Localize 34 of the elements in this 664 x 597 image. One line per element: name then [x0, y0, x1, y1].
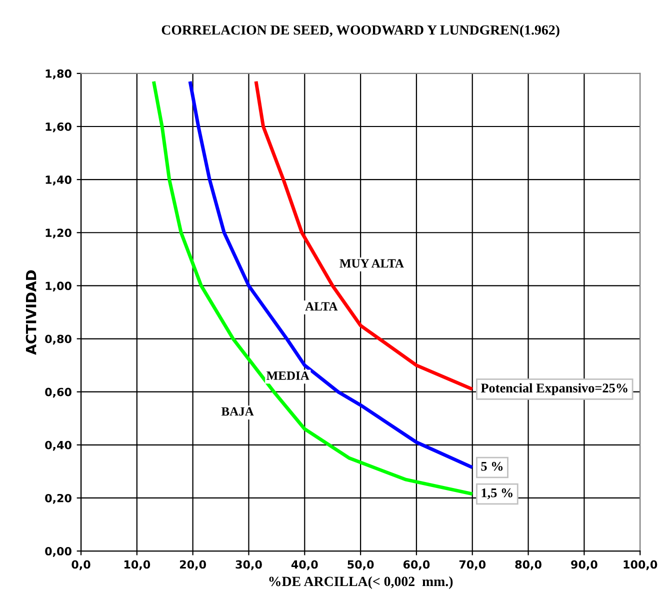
x-tick-label: 100,0	[624, 560, 658, 570]
x-axis-title: %DE ARCILLA(< 0,002 mm.)	[269, 576, 453, 589]
x-tick-label: 40,0	[291, 560, 318, 570]
series-label: Potencial Expansivo=25%	[480, 383, 628, 396]
x-tick-label: 10,0	[124, 560, 150, 570]
y-tick-label: 0,00	[45, 547, 72, 557]
line-series	[152, 80, 474, 496]
line-series	[188, 80, 474, 470]
chart-title: CORRELACION DE SEED, WOODWARD Y LUNDGREN(1.962)	[162, 24, 560, 38]
series-label: 5 %	[481, 462, 503, 471]
y-axis-title: ACTIVIDAD	[26, 270, 36, 355]
x-tick-label: 30,0	[236, 560, 262, 570]
y-tick-label: 0,80	[45, 334, 72, 345]
x-tick-label: 20,0	[180, 560, 206, 570]
x-tick-label: 0,0	[72, 560, 90, 570]
y-tick-label: 1,20	[46, 228, 72, 238]
y-tick-label: 0,60	[45, 388, 72, 398]
annotation: MUY ALTA	[340, 259, 404, 268]
y-tick-label: 1,60	[46, 122, 72, 132]
x-tick-label: 50,0	[348, 560, 374, 570]
annotation: ALTA	[305, 302, 338, 310]
series-label: 1,5 %	[482, 488, 512, 500]
y-tick-label: 0,20	[45, 494, 72, 504]
x-tick-label: 80,0	[515, 560, 542, 570]
y-tick-label: 1,80	[46, 69, 72, 80]
x-tick-label: 60,0	[403, 560, 430, 570]
y-tick-label: 1,00	[46, 282, 72, 292]
annotation: MEDIA	[266, 371, 310, 380]
y-tick-label: 1,40	[46, 176, 72, 186]
x-tick-label: 70,0	[459, 560, 486, 570]
y-tick-label: 0,40	[45, 440, 72, 451]
line-series	[254, 80, 474, 391]
annotation: BAJA	[221, 407, 254, 416]
x-tick-label: 90,0	[571, 560, 598, 570]
